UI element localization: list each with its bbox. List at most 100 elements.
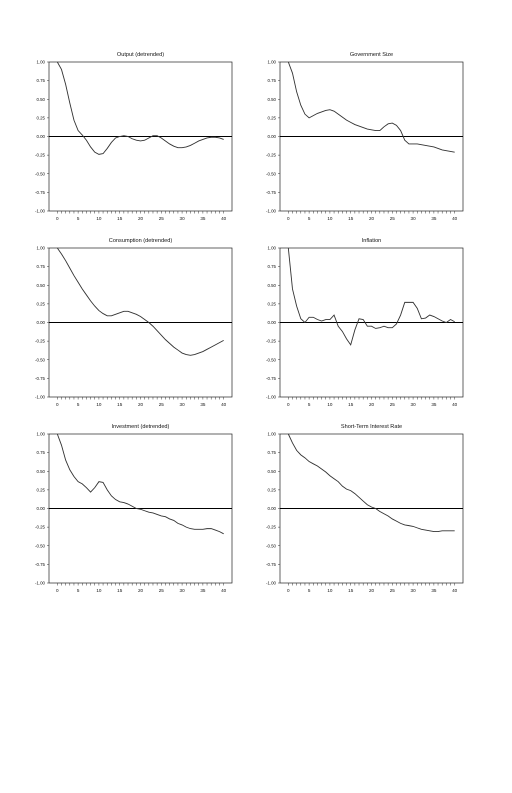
x-tick-label: 25 [159, 402, 165, 407]
y-tick-label: 0.50 [267, 97, 276, 102]
x-tick-label: 10 [96, 588, 102, 593]
chart-title: Consumption (detrended) [109, 238, 173, 244]
y-tick-label: 0.75 [36, 264, 45, 269]
y-tick-label: 0.50 [36, 469, 45, 474]
x-tick-label: 5 [77, 402, 80, 407]
x-tick-label: 0 [56, 402, 59, 407]
y-tick-label: -0.50 [266, 171, 277, 176]
y-tick-label: -1.00 [35, 209, 46, 214]
y-tick-label: 0.75 [267, 450, 276, 455]
series-line [56, 61, 224, 155]
chart-panel-6: Short-Term Interest Rate 1.00 0.75 0.50 0.25… [266, 424, 464, 593]
x-tick-label: 0 [287, 588, 290, 593]
x-tick-label: 25 [390, 402, 396, 407]
y-tick-label: 0.00 [36, 134, 45, 139]
chart-panel-3: Consumption (detrended) 1.00 0.75 0.50 0.25 0… [35, 238, 233, 407]
y-tick-label: 0.00 [36, 506, 45, 511]
x-tick-label: 15 [117, 216, 123, 221]
y-tick-label: -0.75 [35, 562, 46, 567]
x-tick-label: 15 [117, 402, 123, 407]
y-tick-label: 0.75 [267, 78, 276, 83]
y-tick-label: -0.75 [35, 376, 46, 381]
x-tick-label: 35 [200, 402, 206, 407]
y-tick-label: -0.75 [266, 190, 277, 195]
y-tick-label: 0.50 [267, 283, 276, 288]
y-tick-label: -0.25 [35, 525, 46, 530]
x-tick-label: 10 [96, 402, 102, 407]
x-tick-label: 5 [77, 588, 80, 593]
x-tick-label: 20 [369, 402, 375, 407]
y-tick-label: -0.25 [266, 153, 277, 158]
chart-panel-1: Output (detrended) 1.00 0.75 0.50 0.25 0.00 -0… [35, 52, 233, 221]
series-line [56, 433, 224, 535]
x-tick-label: 25 [390, 588, 396, 593]
x-tick-label: 0 [287, 402, 290, 407]
x-tick-label: 30 [180, 402, 186, 407]
y-tick-label: 0.75 [36, 450, 45, 455]
y-tick-label: 0.25 [267, 115, 276, 120]
y-tick-label: -0.25 [35, 153, 46, 158]
x-tick-label: 20 [369, 588, 375, 593]
x-tick-label: 40 [221, 216, 227, 221]
x-tick-label: 5 [308, 402, 311, 407]
y-tick-label: -0.50 [35, 543, 46, 548]
x-tick-label: 35 [200, 588, 206, 593]
y-tick-label: -1.00 [266, 395, 277, 400]
chart-panel-2: Government Size 1.00 0.75 0.50 0.25 0.00 -0.25… [266, 52, 464, 221]
y-tick-label: 1.00 [267, 432, 276, 437]
y-tick-label: 1.00 [36, 432, 45, 437]
y-tick-label: -0.25 [35, 339, 46, 344]
x-tick-label: 40 [221, 402, 227, 407]
x-tick-label: 30 [411, 402, 417, 407]
y-tick-label: -0.25 [266, 339, 277, 344]
series-line [287, 61, 455, 153]
y-tick-label: 0.00 [267, 134, 276, 139]
y-tick-label: 0.25 [267, 487, 276, 492]
x-tick-label: 20 [138, 402, 144, 407]
chart-panel-5: Investment (detrended) 1.00 0.75 0.50 0.25 0.… [35, 424, 233, 593]
y-tick-label: -0.50 [35, 357, 46, 362]
y-tick-label: 0.50 [36, 283, 45, 288]
x-tick-label: 0 [56, 216, 59, 221]
x-tick-label: 35 [200, 216, 206, 221]
y-tick-label: 0.25 [36, 301, 45, 306]
y-tick-label: -1.00 [266, 581, 277, 586]
x-tick-label: 20 [138, 588, 144, 593]
y-tick-label: 1.00 [267, 246, 276, 251]
x-tick-label: 10 [327, 588, 333, 593]
y-tick-label: 0.75 [36, 78, 45, 83]
x-tick-label: 0 [56, 588, 59, 593]
series-line [287, 433, 455, 533]
chart-panel-4: Inflation 1.00 0.75 0.50 0.25 0.00 -0.25 -0.50 -… [266, 238, 464, 407]
y-tick-label: -1.00 [35, 395, 46, 400]
x-tick-label: 30 [180, 588, 186, 593]
y-tick-label: -0.50 [266, 543, 277, 548]
y-tick-label: -0.75 [35, 190, 46, 195]
x-tick-label: 5 [77, 216, 80, 221]
chart-title: Inflation [362, 238, 382, 244]
y-tick-label: 1.00 [36, 60, 45, 65]
y-tick-label: -0.75 [266, 562, 277, 567]
y-tick-label: 0.50 [267, 469, 276, 474]
x-tick-label: 30 [180, 216, 186, 221]
y-tick-label: -0.75 [266, 376, 277, 381]
y-tick-label: 0.00 [267, 506, 276, 511]
x-tick-label: 25 [159, 216, 165, 221]
x-tick-label: 5 [308, 588, 311, 593]
y-tick-label: 1.00 [36, 246, 45, 251]
x-tick-label: 0 [287, 216, 290, 221]
y-tick-label: 0.75 [267, 264, 276, 269]
y-tick-label: 0.25 [36, 487, 45, 492]
x-tick-label: 40 [452, 402, 458, 407]
y-tick-label: -0.50 [266, 357, 277, 362]
x-tick-label: 10 [96, 216, 102, 221]
x-tick-label: 15 [348, 588, 354, 593]
x-tick-label: 40 [452, 588, 458, 593]
x-tick-label: 30 [411, 216, 417, 221]
y-tick-label: 0.50 [36, 97, 45, 102]
x-tick-label: 40 [452, 216, 458, 221]
chart-title: Output (detrended) [117, 52, 164, 58]
y-tick-label: -0.50 [35, 171, 46, 176]
y-tick-label: 0.25 [267, 301, 276, 306]
